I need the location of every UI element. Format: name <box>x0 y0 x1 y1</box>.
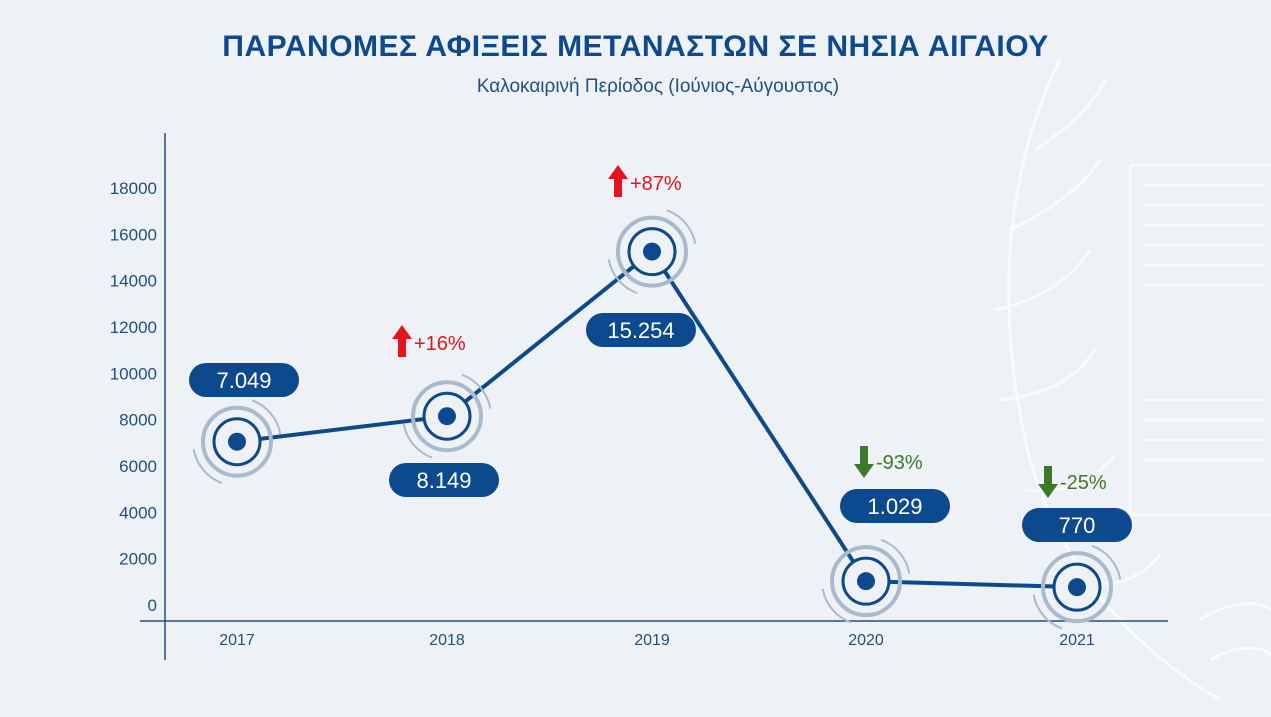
x-tick-label: 2020 <box>848 632 884 649</box>
y-tick-label: 12000 <box>110 318 157 337</box>
value-label-pill <box>840 489 950 523</box>
x-tick-label: 2017 <box>219 632 255 649</box>
change-percent: -93% <box>876 452 923 474</box>
y-tick-label: 2000 <box>119 550 157 569</box>
point-dot <box>1068 578 1086 597</box>
value-label-2020: 1.029 <box>840 489 950 523</box>
value-label-pill <box>189 363 299 397</box>
change-indicator-2020: -93% <box>854 446 923 478</box>
change-percent: +87% <box>630 173 682 195</box>
series-line-path <box>236 249 1078 590</box>
value-label-text: 770 <box>1059 513 1096 538</box>
arrow-down-icon <box>1038 466 1058 498</box>
point-dot <box>228 432 246 451</box>
data-point-2017 <box>192 399 282 484</box>
y-tick-label: 8000 <box>119 411 157 430</box>
data-labels: 7.049 8.149 15.254 1.029 770 <box>189 313 1132 542</box>
point-arc-lower <box>1032 594 1063 630</box>
point-dot <box>438 407 456 426</box>
arrow-up-icon <box>392 325 412 357</box>
chart-subtitle: Καλοκαιρινή Περίοδος (Ιούνιος-Αύγουστος) <box>476 76 840 97</box>
data-point-2020 <box>821 538 911 624</box>
y-tick-label: 6000 <box>119 457 157 476</box>
arrow-up-icon <box>608 165 628 197</box>
point-arc-upper <box>251 399 282 435</box>
arrow-down-icon <box>854 446 874 478</box>
point-arc-upper <box>666 209 697 245</box>
y-tick-label: 14000 <box>110 272 157 291</box>
point-dot <box>643 242 661 261</box>
point-arc-lower <box>607 259 638 294</box>
value-label-pill <box>1022 508 1132 542</box>
value-label-pill <box>586 313 696 347</box>
watermark-emblem <box>994 59 1271 702</box>
point-arc-upper <box>1091 544 1122 580</box>
data-point-2018 <box>402 373 492 459</box>
value-label-pill <box>389 463 499 497</box>
y-tick-label: 16000 <box>110 225 157 244</box>
y-tick-label: 10000 <box>110 364 157 383</box>
value-label-text: 8.149 <box>416 468 471 493</box>
value-label-2017: 7.049 <box>189 363 299 397</box>
point-outer-ring <box>201 405 273 478</box>
point-arc-lower <box>402 423 433 459</box>
change-indicator-2018: +16% <box>392 325 466 357</box>
value-label-2018: 8.149 <box>389 463 499 497</box>
point-arc-lower <box>821 588 852 624</box>
point-arc-upper <box>880 538 911 574</box>
y-tick-label: 0 <box>148 596 157 615</box>
point-outer-ring <box>616 215 688 288</box>
data-point-2021 <box>1032 544 1122 630</box>
y-tick-label: 4000 <box>119 503 157 522</box>
y-tick-label: 18000 <box>110 179 157 198</box>
point-arc-lower <box>192 449 223 484</box>
value-label-text: 7.049 <box>216 368 271 393</box>
series-line <box>236 249 1078 590</box>
value-label-2021: 770 <box>1022 508 1132 542</box>
point-outer-ring <box>1041 551 1113 624</box>
change-indicator-2021: -25% <box>1038 466 1107 498</box>
x-tick-label: 2021 <box>1059 632 1095 649</box>
x-axis-ticks: 2017 2018 2019 2020 2021 <box>219 632 1095 649</box>
change-indicators: +16% +87% -93% -25% <box>392 165 1107 498</box>
value-label-text: 1.029 <box>867 494 922 519</box>
change-indicator-2019: +87% <box>608 165 682 197</box>
x-tick-label: 2019 <box>634 632 670 649</box>
chart-title: ΠΑΡΑΝΟΜΕΣ ΑΦΙΞΕΙΣ ΜΕΤΑΝΑΣΤΩΝ ΣΕ ΝΗΣΙΑ ΑΙ… <box>222 30 1049 63</box>
data-point-2019 <box>607 209 697 294</box>
value-label-2019: 15.254 <box>586 313 696 347</box>
data-points <box>192 209 1122 630</box>
y-axis-ticks: 0 2000 4000 6000 8000 10000 12000 14000 16000 180… <box>110 179 157 615</box>
point-arc-upper <box>461 373 492 409</box>
value-label-text: 15.254 <box>607 318 674 343</box>
point-outer-ring <box>411 380 483 453</box>
axes <box>140 133 1168 660</box>
point-dot <box>857 572 875 591</box>
x-tick-label: 2018 <box>429 632 465 649</box>
change-percent: -25% <box>1060 472 1107 494</box>
point-outer-ring <box>830 545 902 618</box>
change-percent: +16% <box>414 333 466 355</box>
